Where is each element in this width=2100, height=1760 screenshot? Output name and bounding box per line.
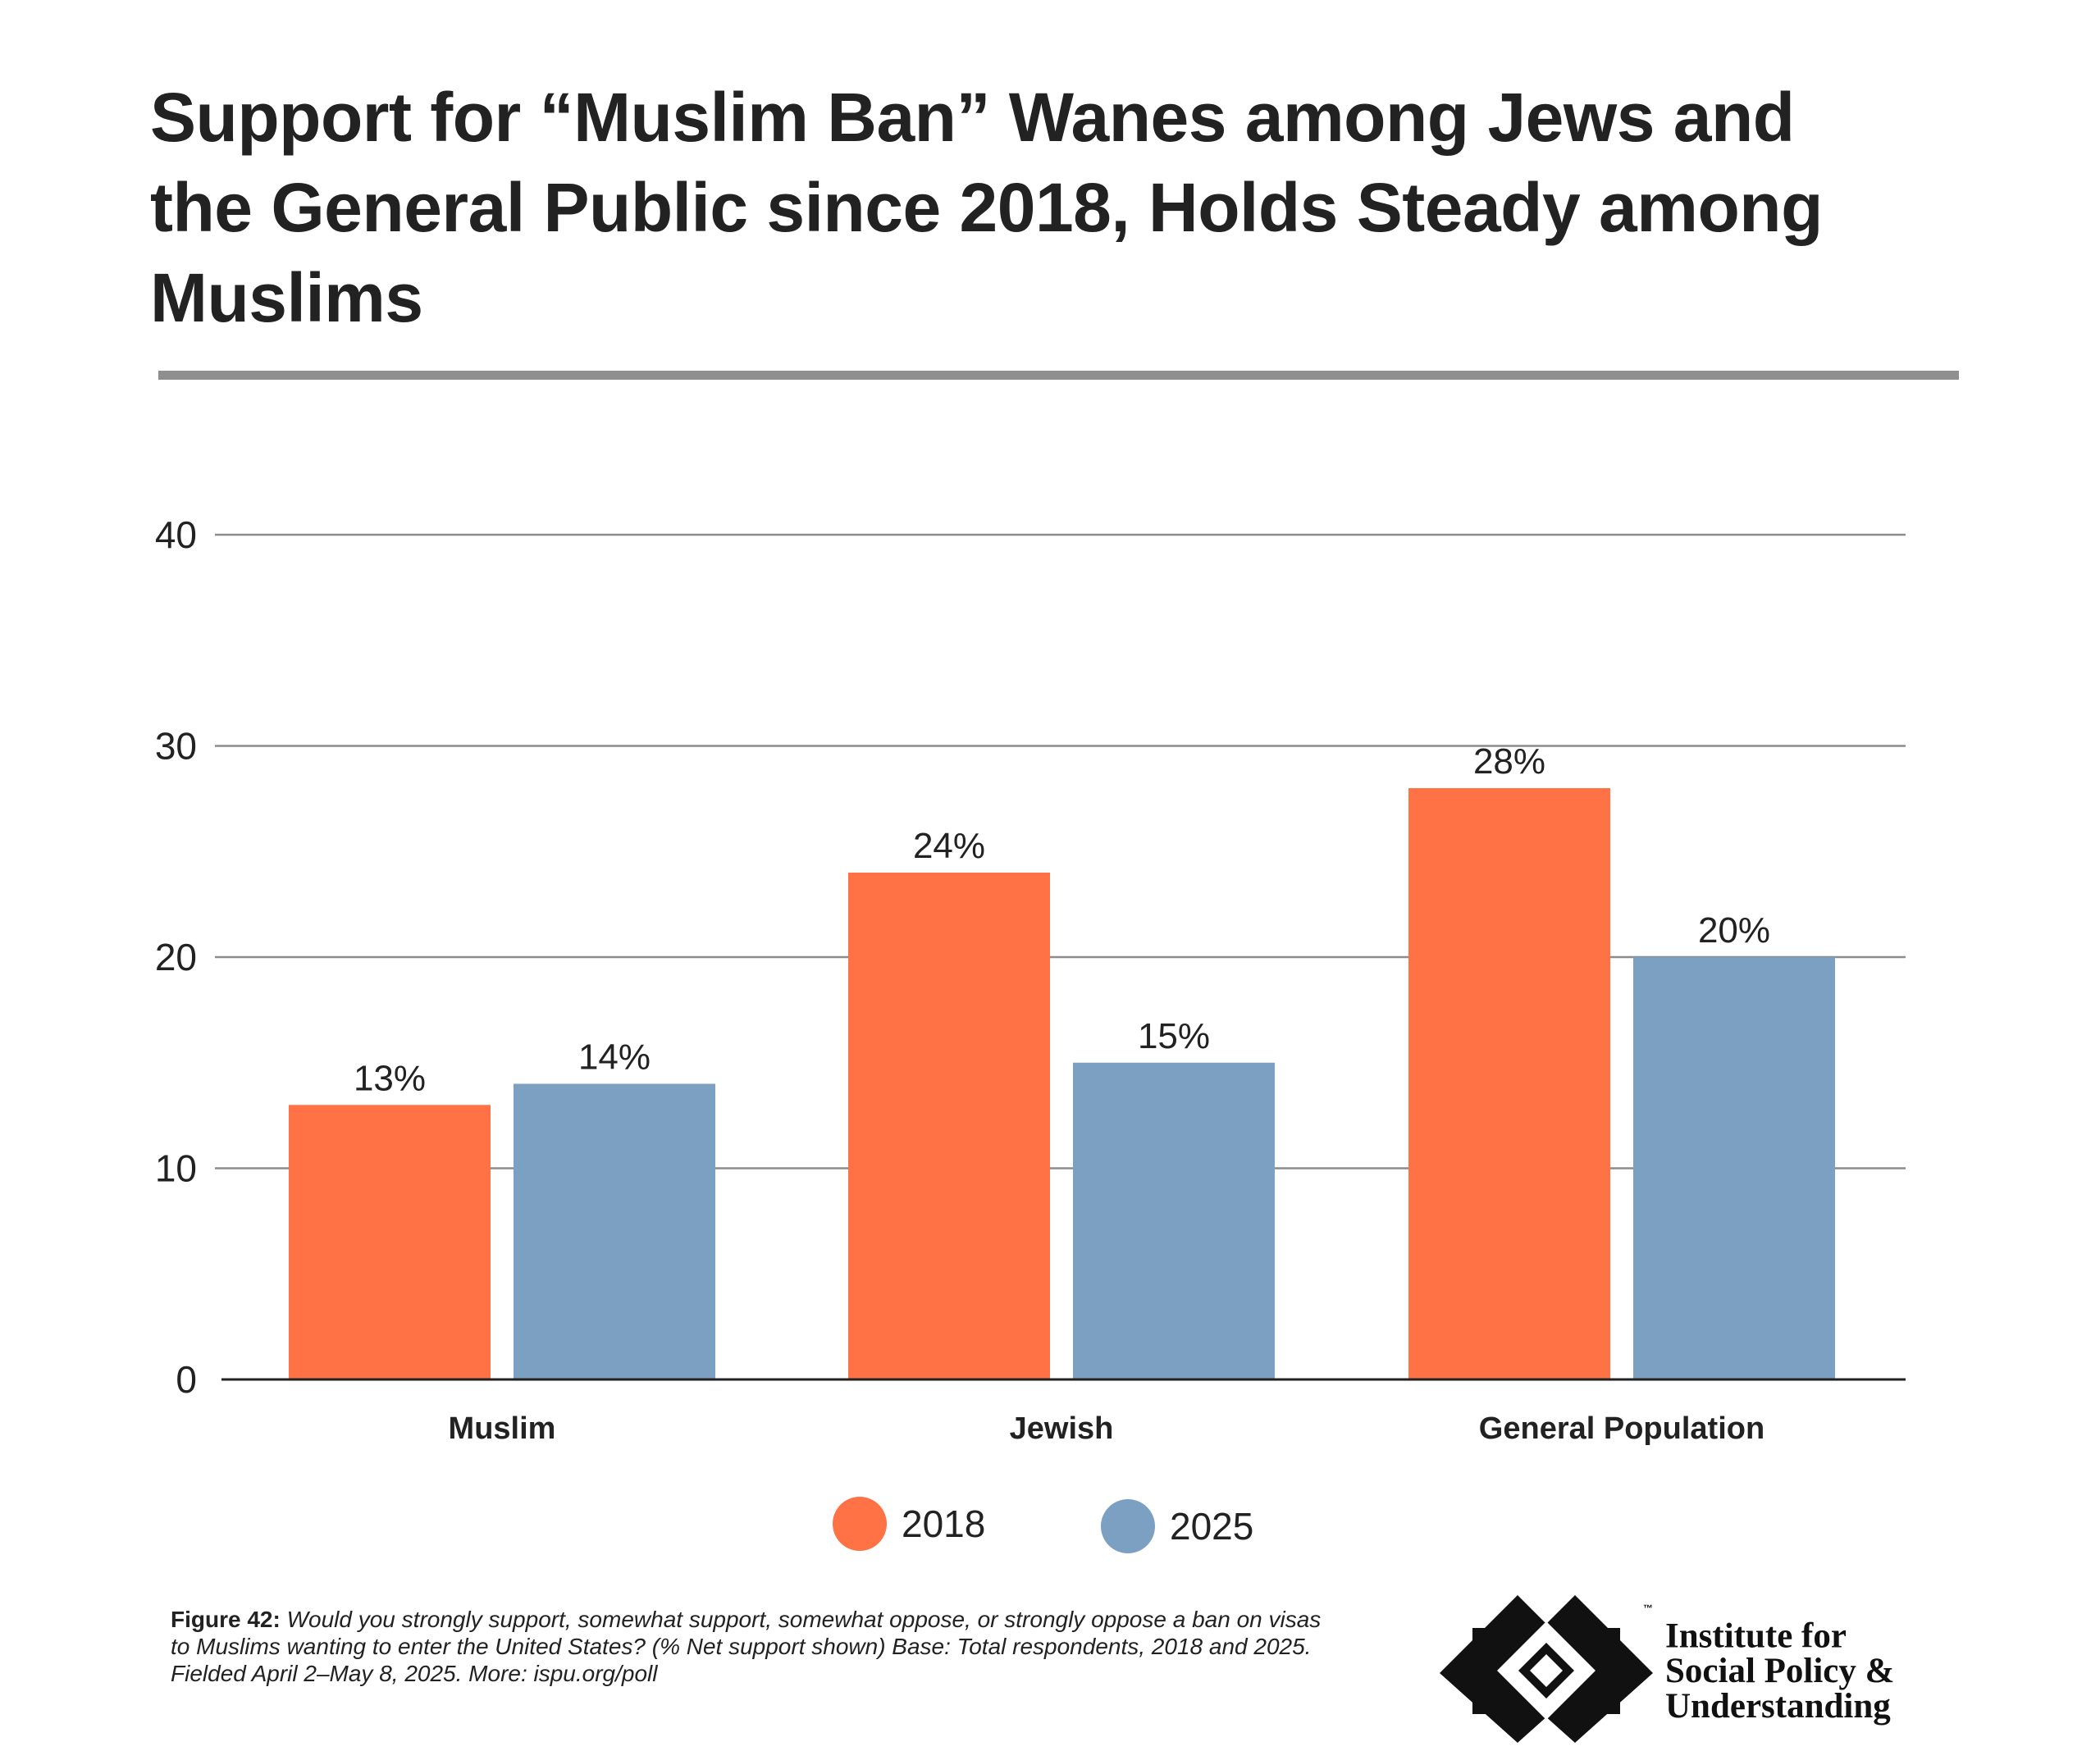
y-tick-label: 10 — [155, 1147, 197, 1190]
logo-line-2: Social Policy & — [1665, 1652, 1895, 1691]
legend-label-2018: 2018 — [902, 1502, 986, 1545]
ispu-logo-icon — [1440, 1595, 1653, 1743]
data-labels: 13% 14% 24% 15% 28% 20% — [354, 741, 1770, 1098]
legend-label-2025: 2025 — [1170, 1505, 1254, 1548]
y-tick-label: 30 — [155, 725, 197, 768]
figure-number: Figure 42: — [171, 1607, 281, 1632]
chart-title: Support for “Muslim Ban” Wanes among Jew… — [150, 79, 1823, 336]
bar-2025-general-population — [1633, 957, 1835, 1379]
logo-line-1: Institute for — [1665, 1616, 1847, 1656]
bar-chart: 0 10 20 30 40 13% 14% 24% 15% 28% 20% Muslim Jewis… — [155, 513, 1906, 1446]
bar-2025-muslim — [514, 1083, 715, 1379]
x-axis-categories: Muslim Jewish General Population — [449, 1411, 1765, 1446]
logo-wordmark: Institute for ™ Social Policy & Understan… — [1643, 1603, 1895, 1726]
data-label: 15% — [1138, 1016, 1210, 1056]
x-category-label: Jewish — [1010, 1411, 1114, 1446]
y-axis-ticks: 0 10 20 30 40 — [155, 513, 197, 1401]
x-category-label: General Population — [1479, 1411, 1764, 1446]
figure-caption: Would you strongly support, somewhat sup… — [171, 1607, 1322, 1686]
y-tick-label: 40 — [155, 513, 197, 556]
data-label: 13% — [354, 1058, 426, 1098]
legend: 2018 — [833, 1493, 985, 1555]
data-label: 24% — [913, 826, 985, 866]
figure-footnote: Figure 42: Would you strongly support, s… — [171, 1606, 1335, 1687]
legend-swatch-2025 — [1101, 1499, 1155, 1553]
data-label: 28% — [1473, 741, 1545, 782]
title-divider — [158, 371, 1959, 380]
bars — [289, 788, 1835, 1379]
bar-2018-jewish — [848, 873, 1050, 1379]
y-tick-label: 20 — [155, 936, 197, 978]
data-label: 14% — [578, 1037, 651, 1078]
bar-2018-muslim — [289, 1105, 491, 1379]
bar-2018-general-population — [1408, 788, 1610, 1379]
legend-second: 2025 — [1101, 1495, 1253, 1557]
data-label: 20% — [1698, 910, 1770, 951]
trademark-symbol: ™ — [1642, 1603, 1653, 1614]
bar-2025-jewish — [1073, 1062, 1275, 1379]
y-tick-label: 0 — [176, 1358, 197, 1401]
grid-lines — [215, 533, 1906, 1170]
logo-line-3: Understanding — [1665, 1687, 1891, 1726]
legend-swatch-2018 — [833, 1497, 887, 1551]
x-category-label: Muslim — [449, 1411, 556, 1446]
